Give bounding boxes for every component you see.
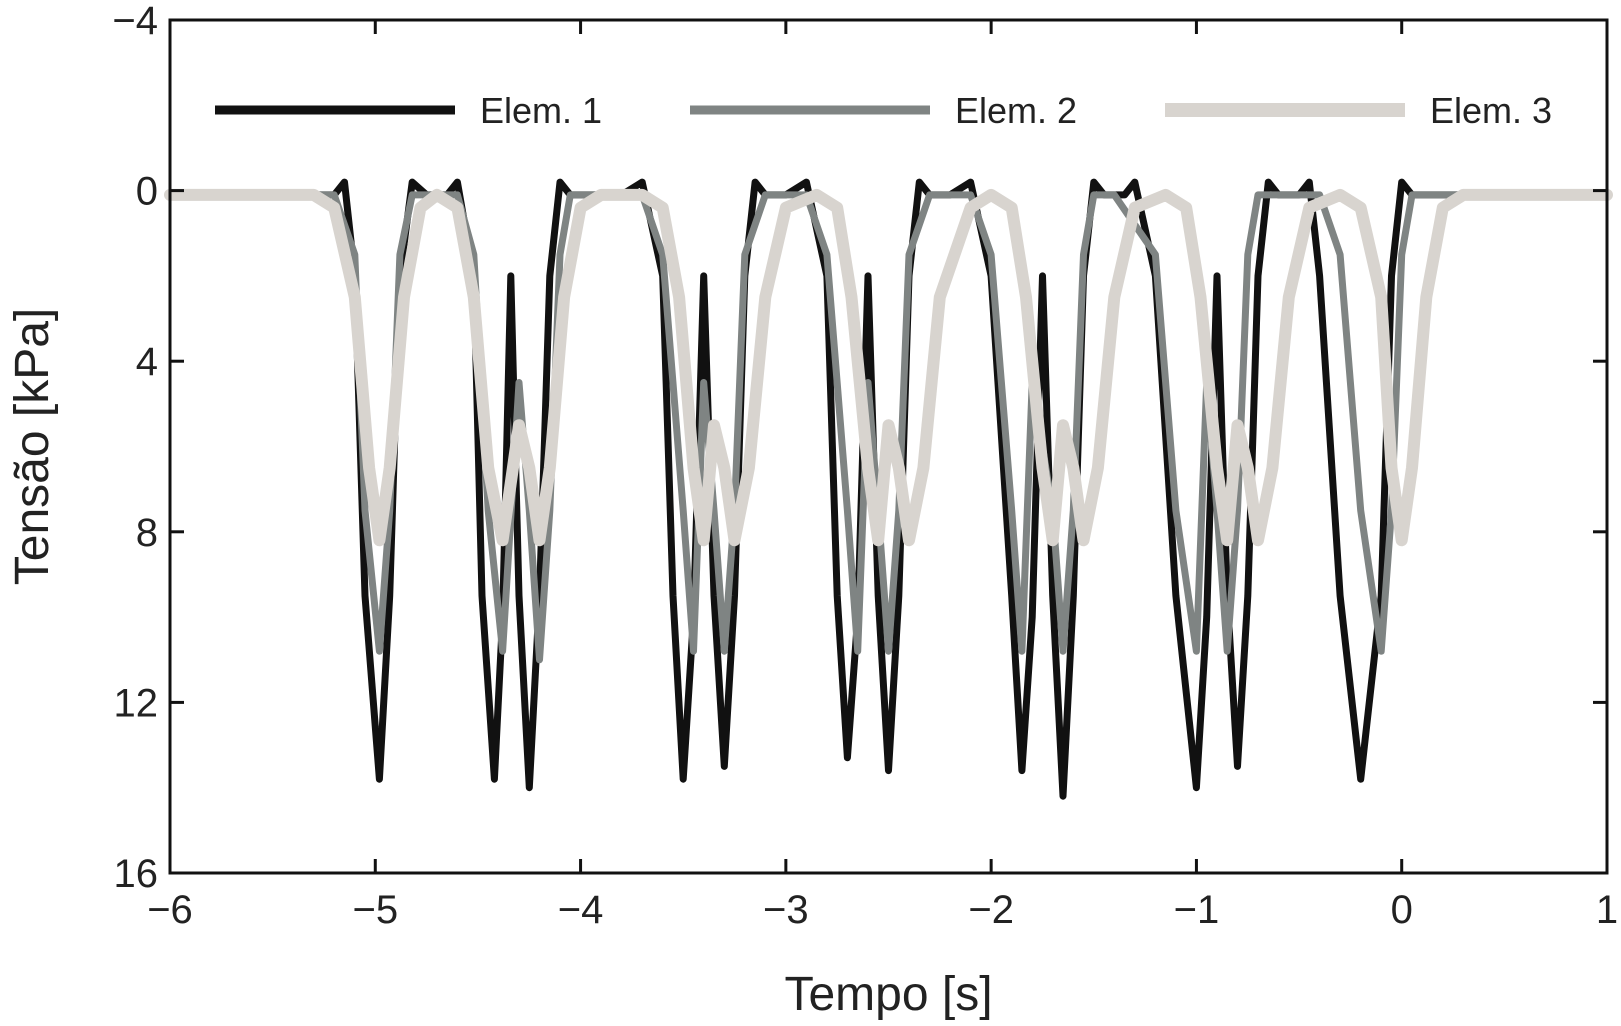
x-tick-label: −1 [1174, 888, 1220, 932]
x-tick-label: 1 [1596, 888, 1618, 932]
series-line-2 [166, 191, 1611, 664]
x-tick-label: −3 [763, 888, 809, 932]
y-tick-label: 12 [114, 681, 159, 725]
x-tick-label: −4 [558, 888, 604, 932]
x-tick-label: −5 [352, 888, 398, 932]
legend-label-2: Elem. 2 [955, 90, 1077, 131]
legend-label-1: Elem. 1 [480, 90, 602, 131]
y-tick-label: 4 [136, 340, 158, 384]
x-axis-title: Tempo [s] [784, 968, 992, 1021]
y-tick-label: 8 [136, 511, 158, 555]
plot-frame [168, 18, 1609, 875]
x-tick-label: −2 [968, 888, 1014, 932]
x-tick-label: 0 [1391, 888, 1413, 932]
y-tick-label: −4 [112, 0, 158, 43]
y-tick-label: 0 [136, 170, 158, 214]
series-layer [164, 178, 1613, 800]
y-tick-label: 16 [114, 852, 159, 896]
legend: Elem. 1 Elem. 2 Elem. 3 [215, 90, 1552, 131]
x-tick-label: −6 [147, 888, 193, 932]
y-axis-title: Tensão [kPa] [6, 308, 59, 586]
legend-label-3: Elem. 3 [1430, 90, 1552, 131]
series-line-3 [164, 188, 1613, 547]
ticks-layer: −6 −5 −4 −3 −2 −1 0 1 −4 0 4 8 12 16 [112, 0, 1618, 932]
